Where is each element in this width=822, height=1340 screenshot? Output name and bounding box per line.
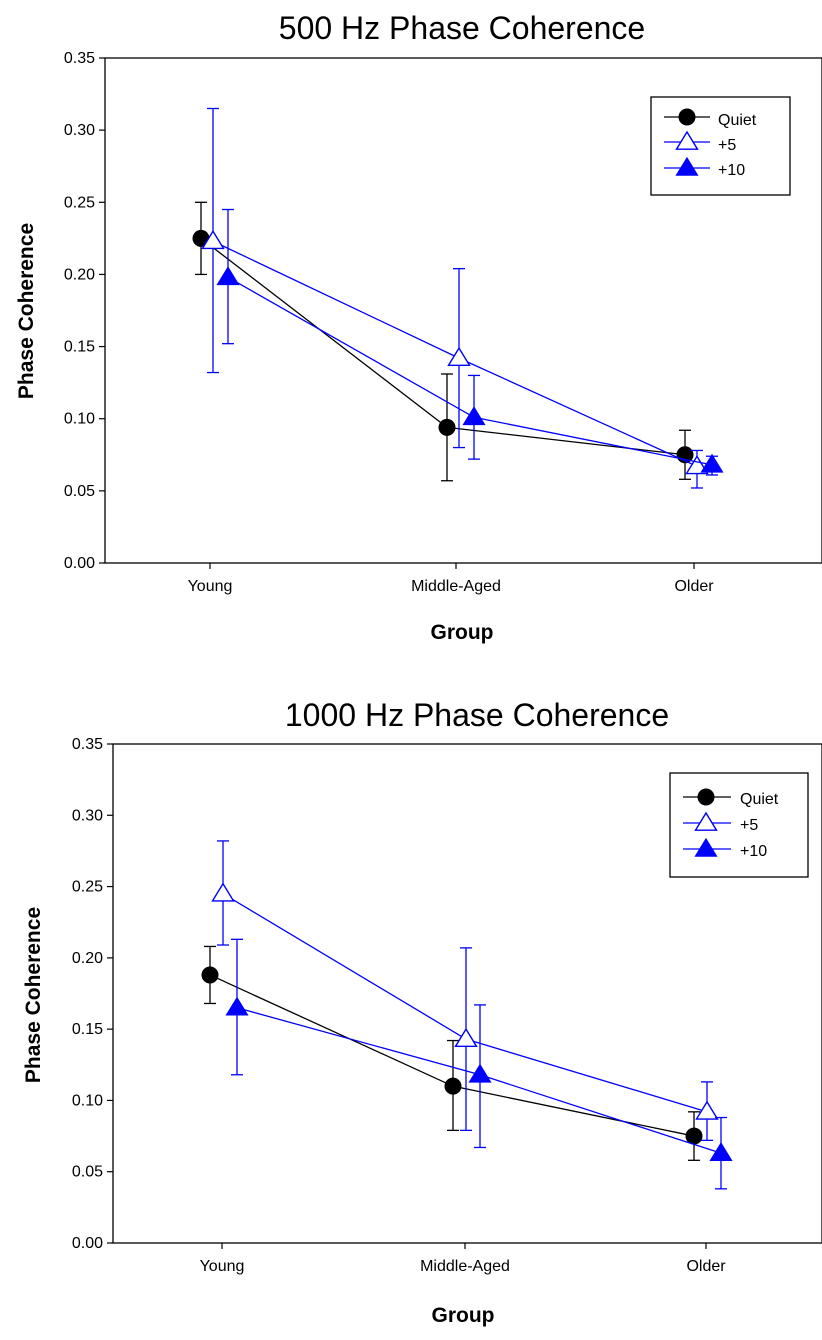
data-point (225, 996, 249, 1016)
legend-marker (678, 108, 696, 126)
y-tick-label: 0.15 (72, 1021, 103, 1038)
x-tick-label: Middle-Aged (411, 578, 501, 595)
legend: Quiet +5 +10 (669, 772, 809, 878)
y-tick-label: 0.35 (72, 736, 103, 753)
y-tick-label: 0.25 (64, 194, 95, 211)
y-tick-label: 0.10 (64, 411, 95, 428)
y-tick-label: 0.20 (64, 266, 95, 283)
series-line (227, 276, 713, 466)
x-tick-label: Middle-Aged (420, 1258, 510, 1275)
data-point (700, 453, 724, 473)
data-point (211, 882, 235, 902)
data-point (468, 1063, 492, 1083)
data-point (462, 406, 486, 426)
y-tick-label: 0.10 (72, 1092, 103, 1109)
data-point (685, 454, 709, 475)
y-ticks: 0.00 0.05 0.10 0.15 0.20 0.25 0.30 0.35 (64, 50, 105, 572)
series-line (209, 974, 695, 1137)
legend-box (650, 96, 791, 196)
series-line (222, 893, 708, 1113)
y-tick-label: 0.00 (72, 1235, 103, 1252)
legend-label-plus10: +10 (718, 162, 745, 179)
y-tick-label: 0.05 (72, 1164, 103, 1181)
chart-1000hz: 1000 Hz Phase Coherence Phase Coherence … (22, 697, 822, 1327)
plot-frame (112, 743, 822, 1244)
y-axis-label: Phase Coherence (15, 223, 38, 399)
plot-frame (104, 57, 822, 564)
chart-title: 1000 Hz Phase Coherence (285, 697, 669, 733)
y-tick-label: 0.35 (64, 50, 95, 67)
legend-label-quiet: Quiet (718, 112, 757, 129)
legend-symbols (664, 108, 710, 176)
data-point (444, 1077, 462, 1095)
data-point (447, 346, 471, 367)
y-tick-label: 0.05 (64, 483, 95, 500)
legend: Quiet +5 +10 (650, 96, 791, 196)
data-series (201, 840, 733, 1190)
y-tick-label: 0.25 (72, 879, 103, 896)
legend-label-plus5: +5 (740, 817, 758, 834)
legend-marker (675, 130, 699, 150)
data-point (216, 266, 240, 286)
x-tick-label: Young (200, 1258, 245, 1275)
data-point (685, 1127, 703, 1145)
data-point (201, 229, 225, 250)
legend-label-plus10: +10 (740, 843, 767, 860)
x-tick-label: Young (188, 578, 233, 595)
y-tick-label: 0.30 (64, 122, 95, 139)
y-tick-label: 0.00 (64, 555, 95, 572)
y-ticks: 0.00 0.05 0.10 0.15 0.20 0.25 0.30 0.35 (72, 736, 113, 1252)
chart-title: 500 Hz Phase Coherence (279, 10, 645, 46)
data-point (695, 1100, 719, 1120)
chart-500hz: 500 Hz Phase Coherence Phase Coherence G… (15, 10, 822, 644)
legend-marker (697, 788, 715, 806)
x-tick-label: Older (686, 1258, 726, 1275)
data-point (709, 1142, 733, 1161)
legend-marker (675, 156, 699, 176)
y-axis-label: Phase Coherence (22, 907, 45, 1083)
data-point (201, 966, 219, 984)
legend-label-plus5: +5 (718, 137, 736, 154)
x-ticks: Young Middle-Aged Older (200, 1243, 726, 1275)
x-axis-label: Group (432, 1304, 495, 1327)
legend-label-quiet: Quiet (740, 791, 779, 808)
y-tick-label: 0.15 (64, 339, 95, 356)
legend-symbols (683, 788, 731, 857)
data-point (454, 1027, 478, 1048)
legend-marker (694, 837, 718, 857)
legend-box (669, 772, 809, 878)
legend-marker (694, 811, 718, 831)
y-tick-label: 0.30 (72, 807, 103, 824)
x-tick-label: Older (674, 578, 714, 595)
data-point (438, 418, 456, 436)
data-series (192, 107, 724, 489)
x-axis-label: Group (431, 621, 494, 644)
y-tick-label: 0.20 (72, 950, 103, 967)
x-ticks: Young Middle-Aged Older (188, 563, 714, 595)
